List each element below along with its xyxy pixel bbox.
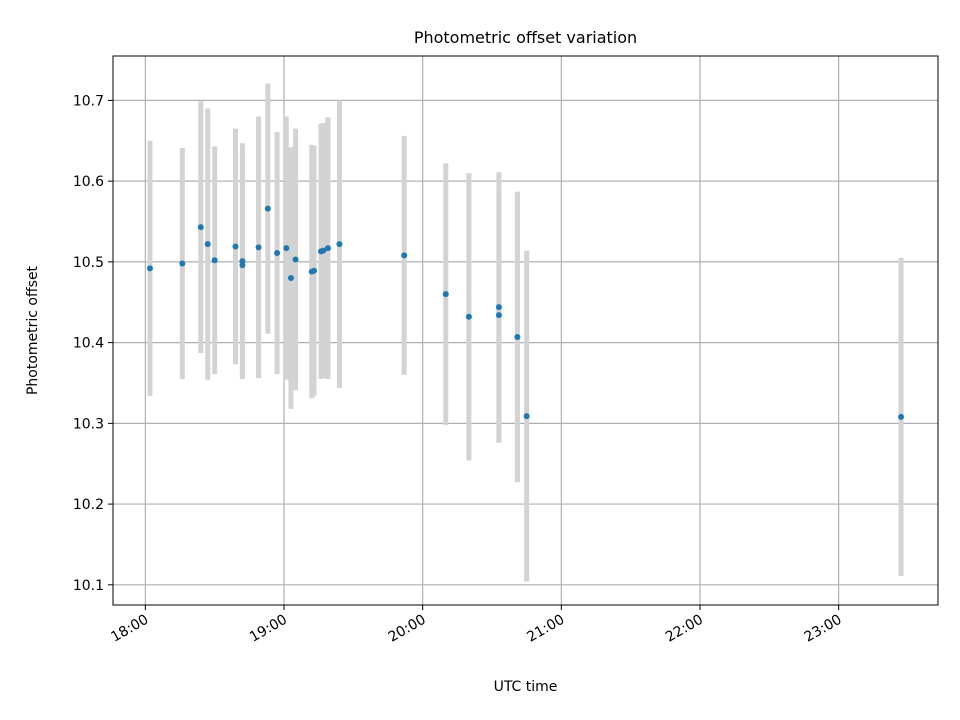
chart-title: Photometric offset variation (414, 28, 637, 47)
y-tick-label: 10.1 (73, 578, 104, 594)
data-point (232, 243, 239, 250)
data-points (146, 205, 905, 420)
data-point (336, 241, 343, 248)
data-point (292, 256, 299, 263)
y-tick-label: 10.5 (73, 255, 104, 271)
y-axis-label: Photometric offset (25, 265, 41, 395)
data-point (211, 257, 218, 264)
y-tick-label: 10.3 (73, 416, 104, 432)
data-point (401, 252, 408, 259)
data-point (495, 304, 502, 311)
data-point (514, 333, 521, 340)
y-axis-ticks: 10.1 10.2 10.3 10.4 10.5 10.6 10.7 (73, 93, 113, 594)
y-tick-label: 10.7 (73, 93, 104, 109)
data-point (442, 291, 449, 298)
data-point (523, 413, 530, 420)
data-point (179, 260, 186, 267)
data-point (264, 205, 271, 212)
data-point (274, 249, 281, 256)
data-point (324, 245, 331, 252)
data-point (283, 245, 290, 252)
y-tick-label: 10.4 (73, 336, 104, 352)
data-point (239, 258, 246, 265)
y-tick-label: 10.2 (73, 497, 104, 513)
data-point (197, 224, 204, 231)
x-axis-label: UTC time (494, 679, 558, 695)
data-point (465, 313, 472, 320)
data-point (146, 265, 153, 272)
data-point (495, 312, 502, 319)
data-point (204, 241, 211, 248)
data-point (311, 267, 318, 274)
data-point (320, 247, 327, 254)
data-point (287, 275, 294, 282)
plot-frame (112, 55, 939, 606)
data-point (898, 413, 905, 420)
data-point (255, 244, 262, 251)
y-tick-label: 10.6 (73, 174, 104, 190)
